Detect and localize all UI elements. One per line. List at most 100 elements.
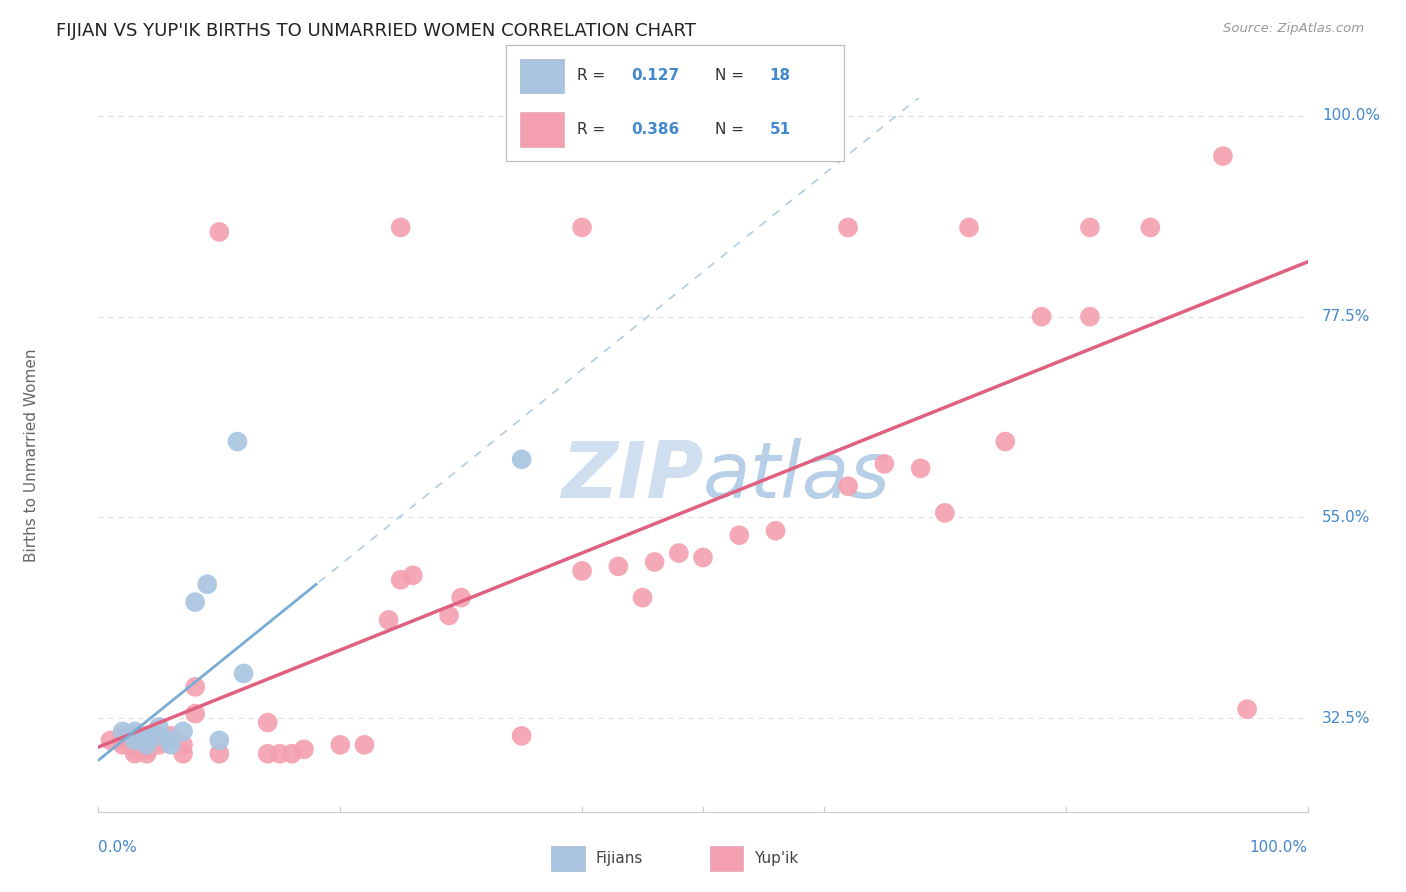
Text: 32.5%: 32.5% (1322, 711, 1371, 725)
Point (292, 742, 315, 756)
Point (837, 479, 859, 493)
Text: 0.386: 0.386 (631, 121, 679, 136)
Point (124, 738, 146, 752)
Point (148, 738, 170, 752)
Point (353, 738, 375, 752)
Point (184, 706, 207, 721)
Point (172, 724, 194, 739)
Point (208, 225, 231, 239)
Text: 77.5%: 77.5% (1322, 310, 1371, 324)
Point (135, 729, 157, 743)
Point (571, 564, 593, 578)
Point (728, 528, 751, 542)
Point (873, 457, 896, 471)
Point (450, 591, 472, 605)
Point (377, 613, 399, 627)
Point (160, 733, 183, 747)
Text: N =: N = (716, 121, 749, 136)
Point (269, 747, 291, 761)
Bar (520, 59, 564, 94)
Text: R =: R = (576, 121, 610, 136)
Point (1031, 310, 1053, 324)
Text: 0.127: 0.127 (631, 69, 679, 84)
Point (124, 742, 146, 756)
Point (148, 729, 170, 743)
Point (160, 738, 183, 752)
Point (172, 747, 194, 761)
Point (226, 434, 249, 449)
Point (437, 608, 460, 623)
Point (124, 733, 146, 747)
Text: 55.0%: 55.0% (1322, 510, 1371, 524)
Bar (710, 847, 744, 871)
Point (510, 729, 533, 743)
Point (100, 733, 122, 747)
Point (934, 506, 956, 520)
Point (184, 680, 207, 694)
Point (160, 729, 183, 743)
Text: 100.0%: 100.0% (1322, 109, 1381, 123)
Point (1212, 149, 1234, 163)
Point (124, 729, 146, 743)
Text: atlas: atlas (703, 438, 891, 515)
Point (111, 724, 134, 739)
Point (135, 747, 157, 761)
Point (1139, 220, 1161, 235)
Point (148, 720, 170, 734)
Point (837, 220, 859, 235)
Point (195, 577, 218, 591)
Text: 18: 18 (769, 69, 790, 84)
Point (644, 555, 666, 569)
Point (148, 729, 170, 743)
Point (510, 452, 533, 467)
Point (160, 733, 183, 747)
Point (607, 559, 630, 574)
Text: Source: ZipAtlas.com: Source: ZipAtlas.com (1223, 22, 1364, 36)
Bar (520, 112, 564, 146)
Point (256, 747, 278, 761)
Point (910, 461, 932, 475)
Point (281, 747, 304, 761)
Point (994, 434, 1017, 449)
Text: 0.0%: 0.0% (98, 840, 138, 855)
Point (1078, 310, 1101, 324)
Point (957, 220, 980, 235)
Point (172, 738, 194, 752)
Point (692, 550, 714, 565)
Point (208, 733, 231, 747)
Point (135, 733, 157, 747)
Point (135, 742, 157, 756)
Text: 100.0%: 100.0% (1250, 840, 1308, 855)
Point (389, 573, 412, 587)
Point (111, 729, 134, 743)
Point (1078, 220, 1101, 235)
Point (1236, 702, 1258, 716)
Text: Births to Unmarried Women: Births to Unmarried Women (24, 348, 39, 562)
Point (135, 738, 157, 752)
Text: 51: 51 (769, 121, 790, 136)
Point (111, 738, 134, 752)
Point (124, 733, 146, 747)
Point (124, 724, 146, 739)
Text: ZIP: ZIP (561, 438, 703, 515)
Point (124, 747, 146, 761)
Point (256, 715, 278, 730)
Point (765, 524, 787, 538)
Text: Fijians: Fijians (595, 851, 643, 866)
Point (208, 747, 231, 761)
Text: R =: R = (576, 69, 610, 84)
Point (329, 738, 352, 752)
Point (571, 220, 593, 235)
Point (389, 220, 412, 235)
Point (135, 733, 157, 747)
Point (184, 595, 207, 609)
Point (135, 729, 157, 743)
Point (148, 733, 170, 747)
Text: N =: N = (716, 69, 749, 84)
Point (668, 546, 690, 560)
Point (402, 568, 425, 582)
Text: Yup'ik: Yup'ik (754, 851, 797, 866)
Text: FIJIAN VS YUP'IK BIRTHS TO UNMARRIED WOMEN CORRELATION CHART: FIJIAN VS YUP'IK BIRTHS TO UNMARRIED WOM… (56, 22, 696, 40)
Bar (551, 847, 585, 871)
Point (111, 733, 134, 747)
